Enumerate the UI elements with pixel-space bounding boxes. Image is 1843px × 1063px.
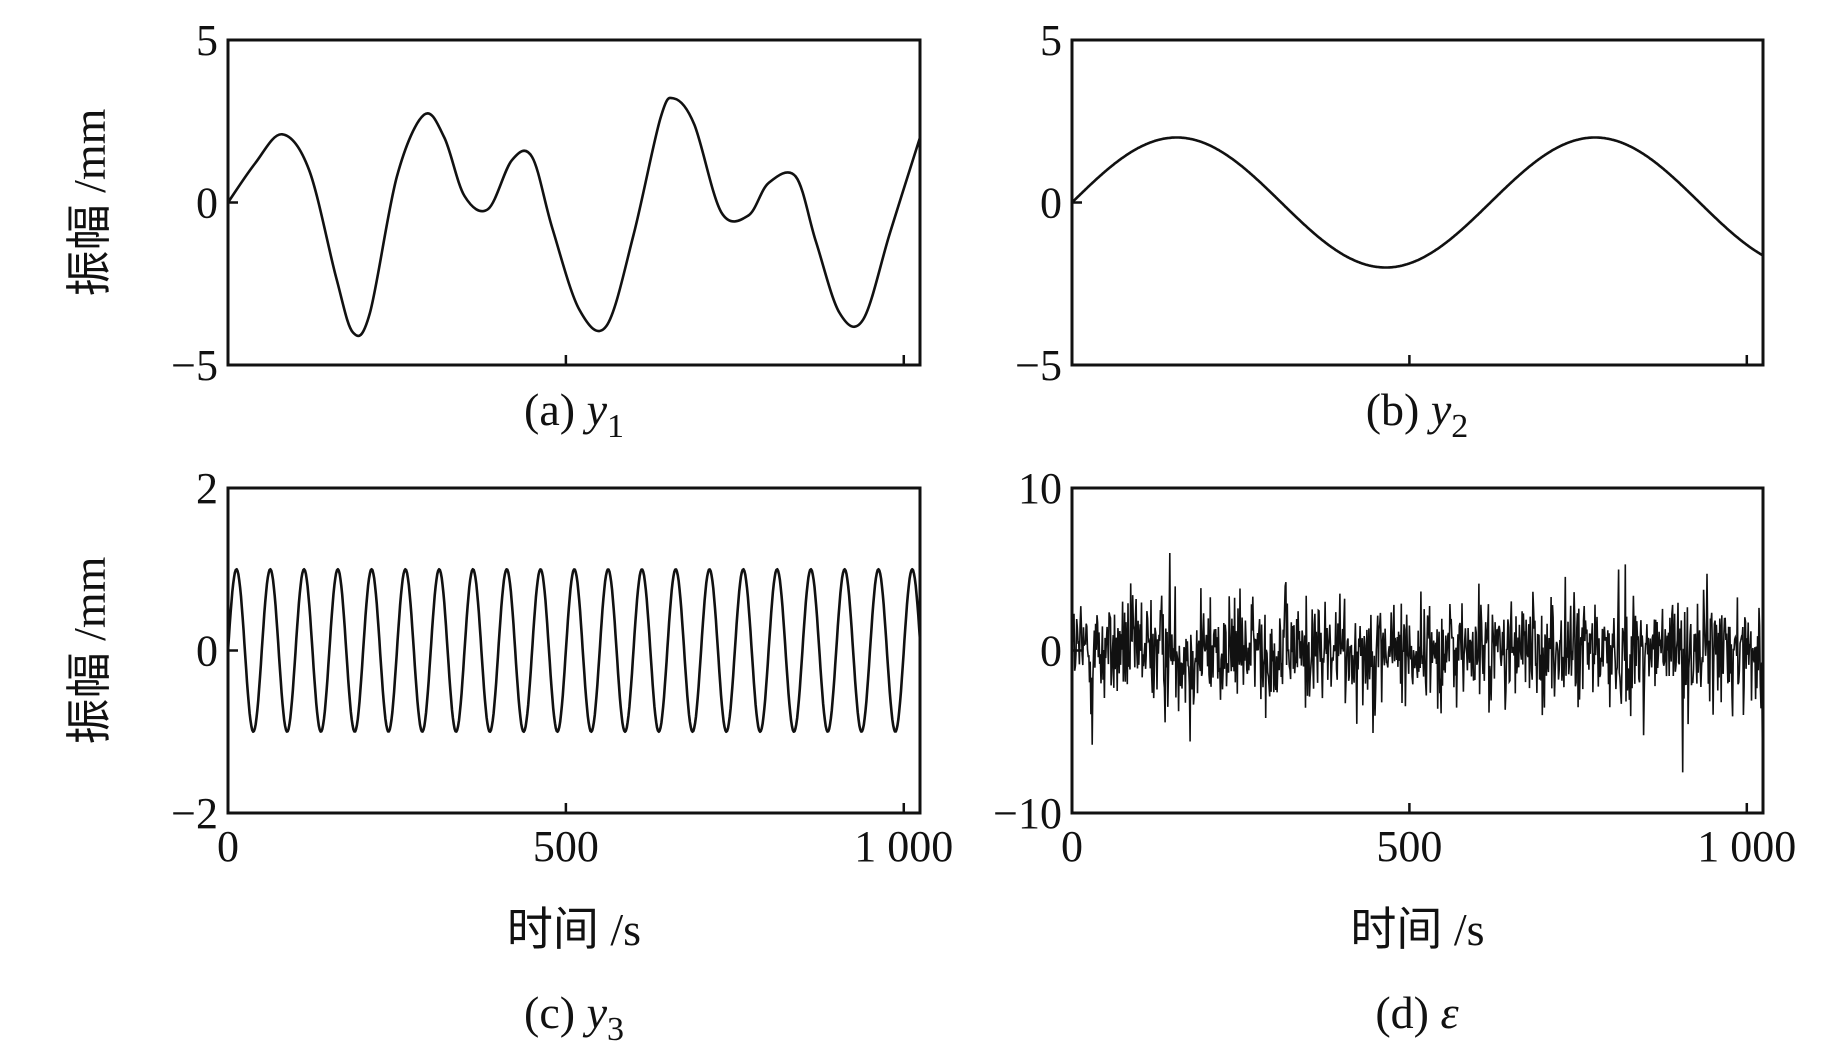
- chart-y2: 5 0 −5 (b) y2: [1015, 16, 1765, 445]
- x-tick-label: 1 000: [854, 822, 953, 871]
- series-line-y2: [1071, 136, 1764, 269]
- y-tick-label: 0: [1040, 627, 1062, 676]
- x-tick-label: 0: [1061, 822, 1083, 871]
- subplot-caption: (b) y2: [1366, 384, 1469, 445]
- y-axis-label: 振幅 /mm: [64, 556, 115, 744]
- x-tick-label: 0: [217, 822, 239, 871]
- series-line-y3: [226, 568, 922, 733]
- x-axis-label: 时间 /s: [1350, 904, 1484, 955]
- y-tick-label: 0: [1040, 179, 1062, 228]
- chart-y1: 5 0 −5 振幅 /mm (a) y1: [64, 16, 922, 445]
- y-tick-label: 5: [1040, 16, 1062, 65]
- y-tick-label: −10: [993, 789, 1062, 838]
- y-tick-label: 2: [196, 464, 218, 513]
- subplot-caption: (c) y3: [524, 987, 624, 1048]
- y-tick-label: −5: [171, 341, 218, 390]
- x-tick-label: 1 000: [1697, 822, 1796, 871]
- y-tick-label: 5: [196, 16, 218, 65]
- y-tick-label: 10: [1018, 464, 1062, 513]
- plot-frame: [226, 486, 922, 815]
- y-tick-label: −2: [171, 789, 218, 838]
- x-tick-label: 500: [1376, 822, 1442, 871]
- subplot-caption: (a) y1: [524, 384, 624, 445]
- series-line-y1: [226, 96, 922, 338]
- subplot-caption: (d) ε: [1375, 987, 1459, 1038]
- plot-frame: [226, 38, 922, 367]
- x-axis-label: 时间 /s: [507, 904, 641, 955]
- y-tick-label: −5: [1015, 341, 1062, 390]
- x-tick-label: 500: [533, 822, 599, 871]
- y-tick-label: 0: [196, 179, 218, 228]
- y-tick-label: 0: [196, 627, 218, 676]
- y-axis-label: 振幅 /mm: [64, 108, 115, 296]
- plot-frame: [1070, 38, 1765, 367]
- series-line-eps: [1071, 552, 1764, 773]
